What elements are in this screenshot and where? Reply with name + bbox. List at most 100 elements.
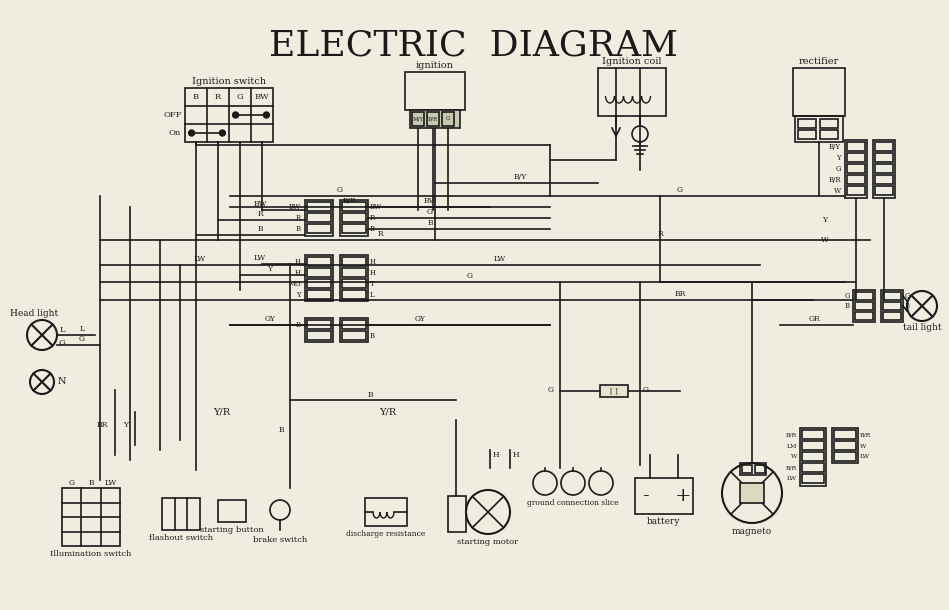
Text: H: H: [370, 258, 376, 266]
Text: starting button: starting button: [200, 526, 264, 534]
Bar: [365, 498, 407, 526]
Text: L: L: [370, 291, 375, 299]
Text: Ignition coil: Ignition coil: [603, 57, 661, 65]
Text: On: On: [169, 129, 181, 137]
Text: R: R: [377, 230, 382, 238]
Text: G: G: [446, 117, 450, 121]
Text: Head light: Head light: [9, 309, 58, 317]
Text: G: G: [905, 292, 910, 300]
Bar: [405, 72, 465, 110]
Text: B/R: B/R: [428, 117, 438, 121]
Bar: [853, 290, 875, 322]
Text: [ ]: [ ]: [610, 387, 618, 395]
Text: G: G: [337, 186, 343, 194]
Bar: [340, 318, 368, 342]
Bar: [875, 153, 893, 162]
Text: Y: Y: [268, 265, 272, 273]
Bar: [834, 441, 856, 450]
Bar: [802, 463, 824, 472]
Text: N: N: [58, 378, 66, 387]
Bar: [600, 385, 628, 397]
Text: B: B: [370, 332, 375, 340]
Text: BW: BW: [370, 203, 382, 211]
Circle shape: [219, 130, 226, 136]
Text: M/Y: M/Y: [413, 117, 423, 121]
Text: discharge resistance: discharge resistance: [346, 530, 426, 538]
Bar: [307, 213, 331, 222]
Bar: [307, 268, 331, 277]
Bar: [307, 290, 331, 299]
Text: W: W: [821, 236, 828, 244]
Bar: [834, 452, 856, 461]
Text: G: G: [79, 335, 85, 343]
Text: G: G: [59, 339, 65, 347]
Bar: [307, 257, 331, 266]
Text: B: B: [367, 391, 373, 399]
Bar: [342, 213, 366, 222]
Text: -: -: [642, 487, 648, 505]
Bar: [305, 200, 333, 236]
Text: W: W: [860, 443, 866, 448]
Text: LW: LW: [493, 255, 506, 263]
Bar: [834, 430, 856, 439]
Bar: [875, 142, 893, 151]
Bar: [832, 428, 858, 463]
Bar: [875, 186, 893, 195]
Bar: [342, 290, 366, 299]
Bar: [873, 140, 895, 198]
Bar: [883, 292, 901, 300]
Text: B/Y: B/Y: [828, 143, 841, 151]
Bar: [340, 255, 368, 301]
Bar: [740, 483, 764, 503]
Text: R: R: [370, 214, 375, 222]
Text: Illumination switch: Illumination switch: [50, 550, 132, 558]
Bar: [185, 88, 273, 142]
Bar: [847, 164, 865, 173]
Text: ignition: ignition: [416, 60, 454, 70]
Bar: [442, 112, 454, 126]
Bar: [427, 112, 439, 126]
Text: LM: LM: [787, 443, 797, 448]
Text: battery: battery: [647, 517, 680, 526]
Bar: [883, 312, 901, 320]
Bar: [802, 430, 824, 439]
Text: magneto: magneto: [732, 526, 772, 536]
Bar: [342, 279, 366, 288]
Bar: [410, 110, 460, 128]
Bar: [307, 224, 331, 233]
Text: H: H: [295, 269, 301, 277]
Bar: [635, 478, 693, 514]
Bar: [342, 331, 366, 340]
Text: GY: GY: [265, 315, 275, 323]
Text: starting motor: starting motor: [457, 538, 518, 546]
Bar: [795, 116, 843, 142]
Bar: [218, 500, 246, 522]
Bar: [62, 488, 120, 546]
Text: Y/R: Y/R: [380, 407, 397, 417]
Bar: [755, 465, 765, 473]
Bar: [855, 312, 873, 320]
Text: LW: LW: [194, 255, 206, 263]
Bar: [342, 257, 366, 266]
Text: W: W: [791, 454, 797, 459]
Bar: [845, 140, 867, 198]
Bar: [800, 428, 826, 486]
Bar: [802, 474, 824, 483]
Bar: [820, 119, 838, 128]
Text: LW: LW: [860, 454, 870, 459]
Bar: [798, 130, 816, 139]
Text: BW: BW: [423, 197, 437, 205]
Bar: [881, 290, 903, 322]
Text: R: R: [214, 93, 221, 101]
Text: B/R: B/R: [343, 197, 357, 205]
Text: G: G: [835, 165, 841, 173]
Bar: [802, 441, 824, 450]
Text: G: G: [845, 292, 850, 300]
Text: B/Y: B/Y: [513, 173, 527, 181]
Text: B/R: B/R: [786, 432, 797, 437]
Circle shape: [189, 130, 195, 136]
Text: L: L: [80, 325, 84, 333]
Bar: [307, 331, 331, 340]
Bar: [342, 224, 366, 233]
Text: rectifier: rectifier: [799, 57, 839, 65]
